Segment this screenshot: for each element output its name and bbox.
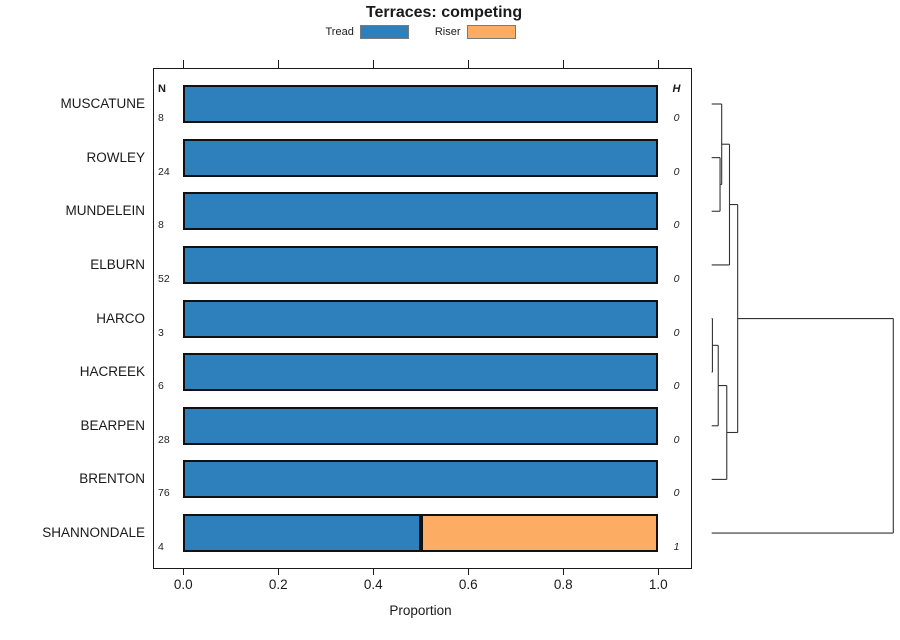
bar-segment-tread [183,406,659,445]
bar-segment-tread [183,192,659,231]
x-axis-title: Proportion [389,603,452,618]
bar-segment-riser [420,514,659,553]
n-column-header: N [158,83,166,95]
chart-title: Terraces: competing [365,4,523,21]
n-value: 52 [158,272,170,285]
site-label: MUNDELEIN [65,203,145,219]
bar-segment-tread [183,514,421,553]
axis-tick-top [277,60,279,68]
bar-segment-tread [183,353,659,392]
legend-label: Riser [434,26,461,38]
axis-tick-top [657,60,659,68]
n-value: 8 [158,112,164,124]
h-value: 0 [673,272,680,285]
dendrogram [711,103,894,534]
h-column-header: H [672,83,681,95]
h-value: 0 [673,165,680,178]
site-label: BRENTON [79,471,145,487]
bar-segment-tread [183,460,659,499]
h-value: 0 [673,219,680,232]
legend-item-tread: Tread [326,25,409,39]
axis-tick-bottom [657,568,659,575]
axis-tick-top [562,60,564,68]
axis-tick-bottom [372,568,374,575]
bar-segment-tread [183,299,659,338]
h-value: 0 [673,433,680,446]
legend-label: Tread [325,26,354,38]
axis-tick-top [182,60,184,68]
bar-segment-tread [183,245,659,284]
axis-tick-label: 0.4 [363,577,383,592]
axis-tick-bottom [562,568,564,575]
plot-box [153,68,692,569]
axis-tick-label: 0.8 [553,577,573,592]
site-label: HARCO [96,310,145,326]
legend-swatch [466,25,516,39]
n-value: 3 [158,326,164,339]
site-label: ELBURN [90,256,145,272]
axis-tick-label: 0.2 [268,577,288,592]
axis-tick-bottom [182,568,184,575]
legend: Tread Riser [0,25,841,39]
axis-tick-label: 1.0 [648,577,668,592]
site-label: SHANNONDALE [42,525,145,541]
n-value: 4 [158,541,164,554]
bar-segment-tread [183,85,659,123]
h-value: 0 [673,326,680,339]
n-value: 28 [158,433,170,446]
axis-tick-label: 0.6 [458,577,478,592]
n-value: 76 [158,487,170,500]
h-value: 0 [673,112,680,124]
n-value: 8 [158,219,164,232]
axis-tick-label: 0.0 [173,577,193,592]
legend-item-riser: Riser [435,25,516,39]
axis-tick-top [467,60,469,68]
site-label: MUSCATUNE [60,96,145,111]
legend-swatch [359,25,409,39]
axis-tick-bottom [277,568,279,575]
axis-tick-top [372,60,374,68]
h-value: 0 [673,380,680,393]
axis-tick-bottom [467,568,469,575]
site-label: ROWLEY [86,149,145,165]
h-value: 1 [673,541,680,554]
n-value: 6 [158,380,164,393]
bar-segment-tread [183,138,659,177]
h-value: 0 [673,487,680,500]
site-label: BEARPEN [80,417,145,433]
n-value: 24 [158,165,170,178]
site-label: HACREEK [79,364,145,380]
